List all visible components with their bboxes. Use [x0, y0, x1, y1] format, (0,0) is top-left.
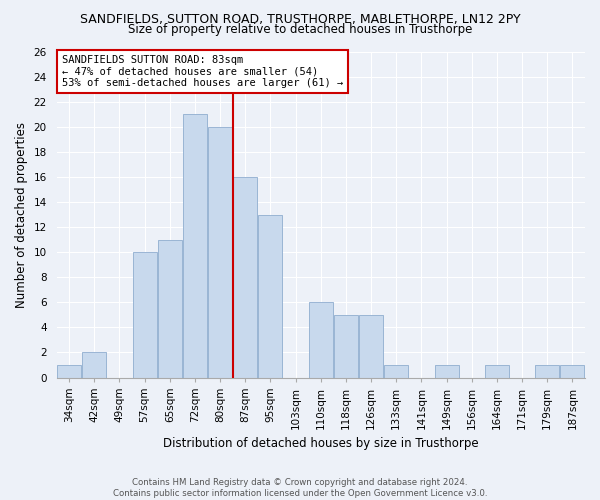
Y-axis label: Number of detached properties: Number of detached properties [15, 122, 28, 308]
Text: Size of property relative to detached houses in Trusthorpe: Size of property relative to detached ho… [128, 22, 472, 36]
Bar [233, 177, 257, 378]
Text: Contains HM Land Registry data © Crown copyright and database right 2024.
Contai: Contains HM Land Registry data © Crown c… [113, 478, 487, 498]
Bar [359, 315, 383, 378]
Bar [485, 365, 509, 378]
Bar [133, 252, 157, 378]
Bar [535, 365, 559, 378]
Bar [560, 365, 584, 378]
Bar [309, 302, 333, 378]
Bar [259, 214, 283, 378]
Bar [158, 240, 182, 378]
Bar [208, 126, 232, 378]
Bar [385, 365, 408, 378]
Bar [334, 315, 358, 378]
Bar [57, 365, 81, 378]
Bar [82, 352, 106, 378]
Text: SANDFIELDS SUTTON ROAD: 83sqm
← 47% of detached houses are smaller (54)
53% of s: SANDFIELDS SUTTON ROAD: 83sqm ← 47% of d… [62, 55, 343, 88]
Text: SANDFIELDS, SUTTON ROAD, TRUSTHORPE, MABLETHORPE, LN12 2PY: SANDFIELDS, SUTTON ROAD, TRUSTHORPE, MAB… [80, 12, 520, 26]
Bar [434, 365, 458, 378]
Bar [183, 114, 207, 378]
X-axis label: Distribution of detached houses by size in Trusthorpe: Distribution of detached houses by size … [163, 437, 479, 450]
